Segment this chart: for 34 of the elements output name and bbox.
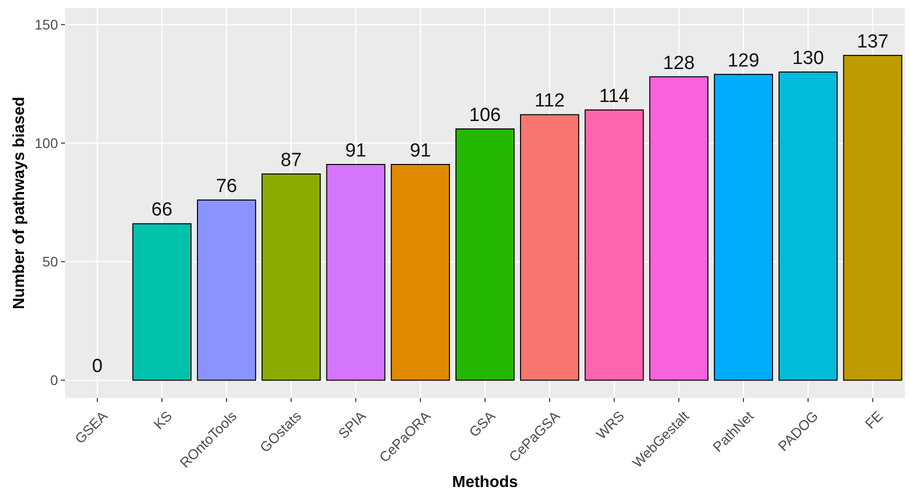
bar <box>196 200 256 381</box>
data-label: 128 <box>662 52 695 74</box>
y-tick-label: 150 <box>34 16 58 32</box>
y-tick-label: 100 <box>34 135 58 152</box>
x-axis-title: Methods <box>452 474 518 491</box>
y-axis-title: Number of pathways biased <box>11 96 28 310</box>
bar <box>326 164 386 381</box>
data-label: 106 <box>469 104 501 126</box>
y-tick-label: 0 <box>50 372 58 388</box>
data-label: 76 <box>216 176 238 198</box>
data-label: 0 <box>92 356 103 378</box>
x-tick-label: GSA <box>466 407 499 440</box>
bar <box>390 164 450 381</box>
bar <box>520 114 580 381</box>
bar <box>262 173 321 381</box>
x-tick-label: FE <box>862 408 886 432</box>
bar <box>843 54 902 381</box>
x-tick-label: KS <box>150 408 175 432</box>
bar <box>132 223 192 381</box>
data-label: 91 <box>410 140 431 162</box>
bar <box>455 128 515 381</box>
data-label: 129 <box>728 50 760 72</box>
data-label: 114 <box>599 86 630 107</box>
data-label: 130 <box>792 48 824 70</box>
data-label: 137 <box>856 31 889 52</box>
data-label: 66 <box>151 200 172 221</box>
y-tick-label: 50 <box>42 254 58 270</box>
bar <box>714 74 774 381</box>
data-label: 112 <box>534 90 565 112</box>
data-label: 87 <box>280 150 302 171</box>
data-label: 91 <box>345 140 366 162</box>
bar <box>778 72 838 381</box>
bar <box>584 109 644 381</box>
bar <box>649 76 708 381</box>
